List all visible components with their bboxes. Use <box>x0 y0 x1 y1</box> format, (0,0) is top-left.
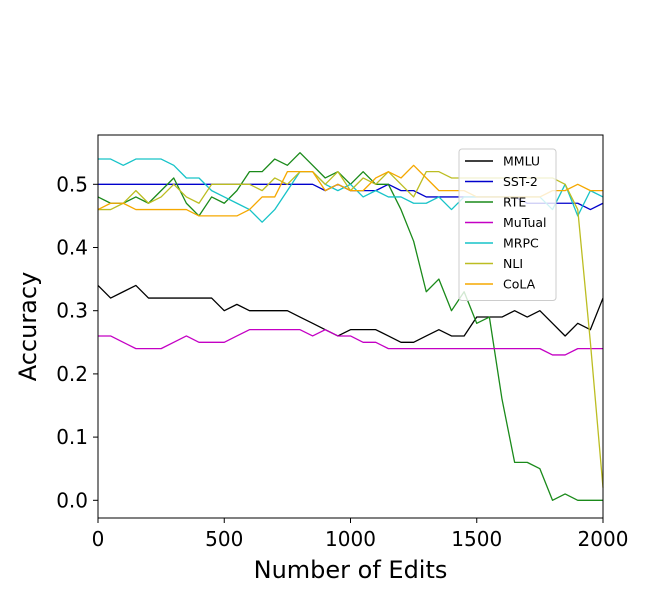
legend-label: CoLA <box>503 277 536 292</box>
y-axis: 0.0 0.1 0.2 0.3 0.4 0.5 <box>56 172 98 512</box>
y-tick-label: 0.2 <box>56 362 88 386</box>
y-tick-label: 0.1 <box>56 425 88 449</box>
x-tick-label: 1000 <box>325 527 376 551</box>
x-tick-label: 2000 <box>578 527 629 551</box>
legend-label: SST-2 <box>503 174 538 189</box>
legend-label: MRPC <box>503 236 539 251</box>
y-tick-label: 0.3 <box>56 299 88 323</box>
legend-label: RTE <box>503 195 526 210</box>
legend-label: MMLU <box>503 154 540 169</box>
legend-label: MuTual <box>503 215 547 230</box>
x-tick-label: 500 <box>205 527 243 551</box>
series-line-mutual <box>98 329 603 356</box>
x-axis-title: Number of Edits <box>254 556 448 584</box>
series-line-mmlu <box>97 284 604 343</box>
x-tick-label: 0 <box>92 527 105 551</box>
legend: MMLU SST-2 RTE MuTual MRPC NLI CoLA <box>458 148 557 301</box>
x-tick-label: 1500 <box>451 527 502 551</box>
legend-label: NLI <box>503 256 523 271</box>
y-tick-label: 0.4 <box>56 235 88 259</box>
series-layer <box>97 152 604 501</box>
x-axis: 0 500 1000 1500 2000 <box>92 518 629 551</box>
y-tick-label: 0.0 <box>56 488 88 512</box>
legend-box <box>458 148 557 301</box>
y-axis-title: Accuracy <box>14 272 42 382</box>
y-tick-label: 0.5 <box>56 172 88 196</box>
